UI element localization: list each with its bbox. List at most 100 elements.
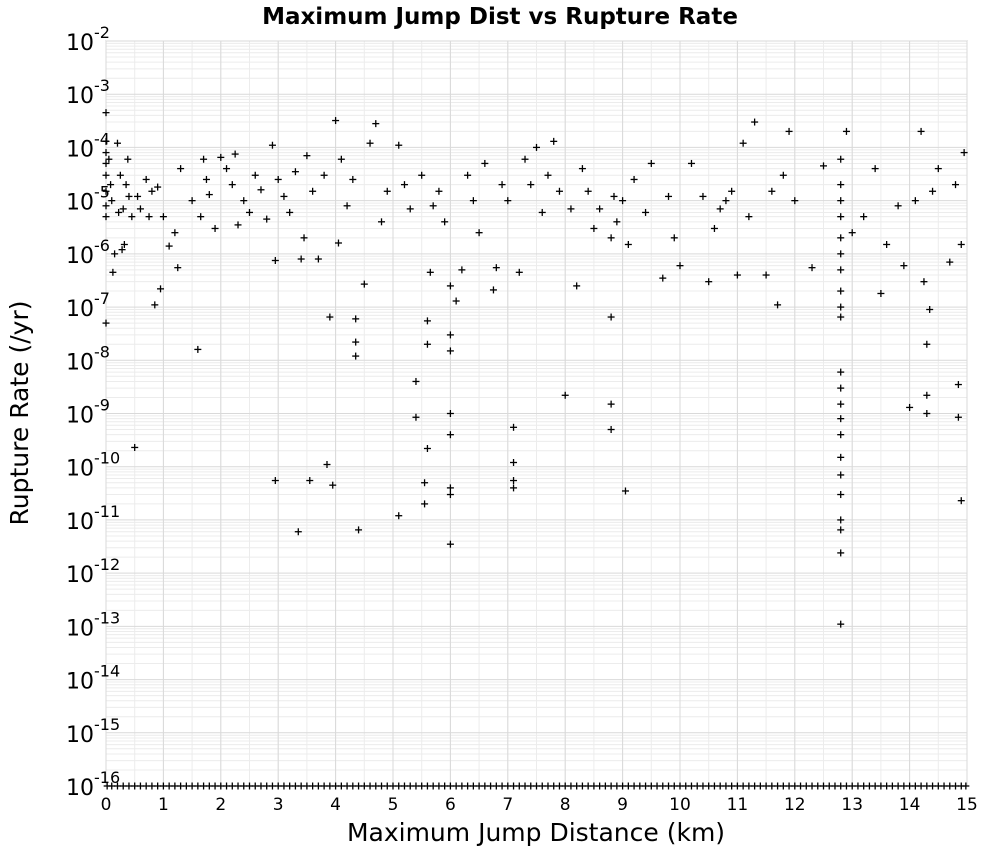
data-point xyxy=(642,208,650,216)
data-point xyxy=(860,213,868,221)
data-point xyxy=(464,171,472,179)
data-point xyxy=(441,218,449,226)
data-point xyxy=(848,229,856,237)
data-point xyxy=(739,139,747,147)
data-point xyxy=(561,391,569,399)
data-point xyxy=(647,159,655,167)
data-point xyxy=(263,215,271,223)
data-point xyxy=(877,289,885,297)
data-point xyxy=(837,181,845,189)
y-tick-label: 10-12 xyxy=(66,555,120,588)
x-tick-label: 7 xyxy=(502,795,513,815)
data-point xyxy=(197,213,205,221)
data-point xyxy=(745,213,753,221)
data-point xyxy=(837,303,845,311)
data-point xyxy=(435,187,443,195)
data-point xyxy=(779,171,787,179)
data-point xyxy=(303,152,311,160)
data-point xyxy=(142,175,150,183)
y-tick-label: 10-2 xyxy=(66,23,110,56)
data-point xyxy=(722,197,730,205)
data-point xyxy=(291,168,299,176)
data-point xyxy=(676,262,684,270)
data-point xyxy=(111,250,119,258)
data-point xyxy=(610,192,618,200)
data-point xyxy=(395,512,403,520)
data-point xyxy=(621,487,629,495)
data-point xyxy=(194,345,202,353)
data-point xyxy=(837,491,845,499)
y-tick-label: 10-4 xyxy=(66,129,110,162)
data-point xyxy=(343,202,351,210)
data-point xyxy=(837,620,845,628)
data-point xyxy=(446,347,454,355)
data-point xyxy=(412,413,420,421)
data-point xyxy=(421,500,429,508)
data-point xyxy=(446,410,454,417)
data-point xyxy=(596,205,604,213)
data-point xyxy=(699,192,707,200)
data-point xyxy=(257,186,265,194)
data-point xyxy=(202,175,210,183)
data-point xyxy=(395,141,403,149)
data-point xyxy=(452,297,460,305)
data-point xyxy=(446,491,454,499)
data-point xyxy=(837,516,845,524)
data-point xyxy=(751,118,759,126)
data-point xyxy=(124,155,132,163)
floor-band xyxy=(103,782,970,790)
data-point xyxy=(510,459,518,467)
data-point xyxy=(231,150,239,158)
data-point xyxy=(145,213,153,221)
data-point xyxy=(157,285,165,293)
data-point xyxy=(174,264,182,272)
data-point xyxy=(326,313,334,321)
data-point xyxy=(446,540,454,548)
data-point xyxy=(946,258,954,266)
data-point xyxy=(492,264,500,272)
data-point xyxy=(954,413,962,421)
x-tick-label: 6 xyxy=(445,795,456,815)
data-point xyxy=(102,137,110,145)
data-point xyxy=(446,484,454,492)
data-point xyxy=(300,234,308,242)
data-point xyxy=(923,340,931,348)
data-point xyxy=(837,415,845,423)
data-point xyxy=(154,183,162,191)
y-tick-label: 10-13 xyxy=(66,608,120,641)
data-point xyxy=(837,431,845,439)
data-point xyxy=(952,181,960,189)
data-point xyxy=(837,155,845,163)
data-point xyxy=(538,208,546,216)
data-point xyxy=(837,549,845,557)
data-point xyxy=(716,205,724,213)
data-point xyxy=(102,319,110,327)
data-point xyxy=(102,213,110,221)
data-point xyxy=(280,192,288,200)
x-axis-label: Maximum Jump Distance (km) xyxy=(347,818,725,847)
data-point xyxy=(837,384,845,392)
data-point xyxy=(785,127,793,135)
data-point xyxy=(837,368,845,376)
data-point xyxy=(320,171,328,179)
data-point xyxy=(837,234,845,242)
data-point xyxy=(102,149,110,157)
data-point xyxy=(421,479,429,487)
data-point xyxy=(297,255,305,263)
data-point xyxy=(165,242,173,250)
data-point xyxy=(489,286,497,294)
data-point xyxy=(349,175,357,183)
data-point xyxy=(762,271,770,279)
data-point xyxy=(118,246,126,254)
data-point xyxy=(109,268,117,276)
data-point xyxy=(458,266,466,274)
data-point xyxy=(271,477,279,485)
data-point xyxy=(120,240,128,248)
data-point xyxy=(687,159,695,167)
y-tick-label: 10-5 xyxy=(66,183,110,216)
data-point xyxy=(481,159,489,167)
data-point xyxy=(510,477,518,485)
data-point xyxy=(837,526,845,534)
data-point xyxy=(102,109,110,117)
data-point xyxy=(128,213,136,221)
